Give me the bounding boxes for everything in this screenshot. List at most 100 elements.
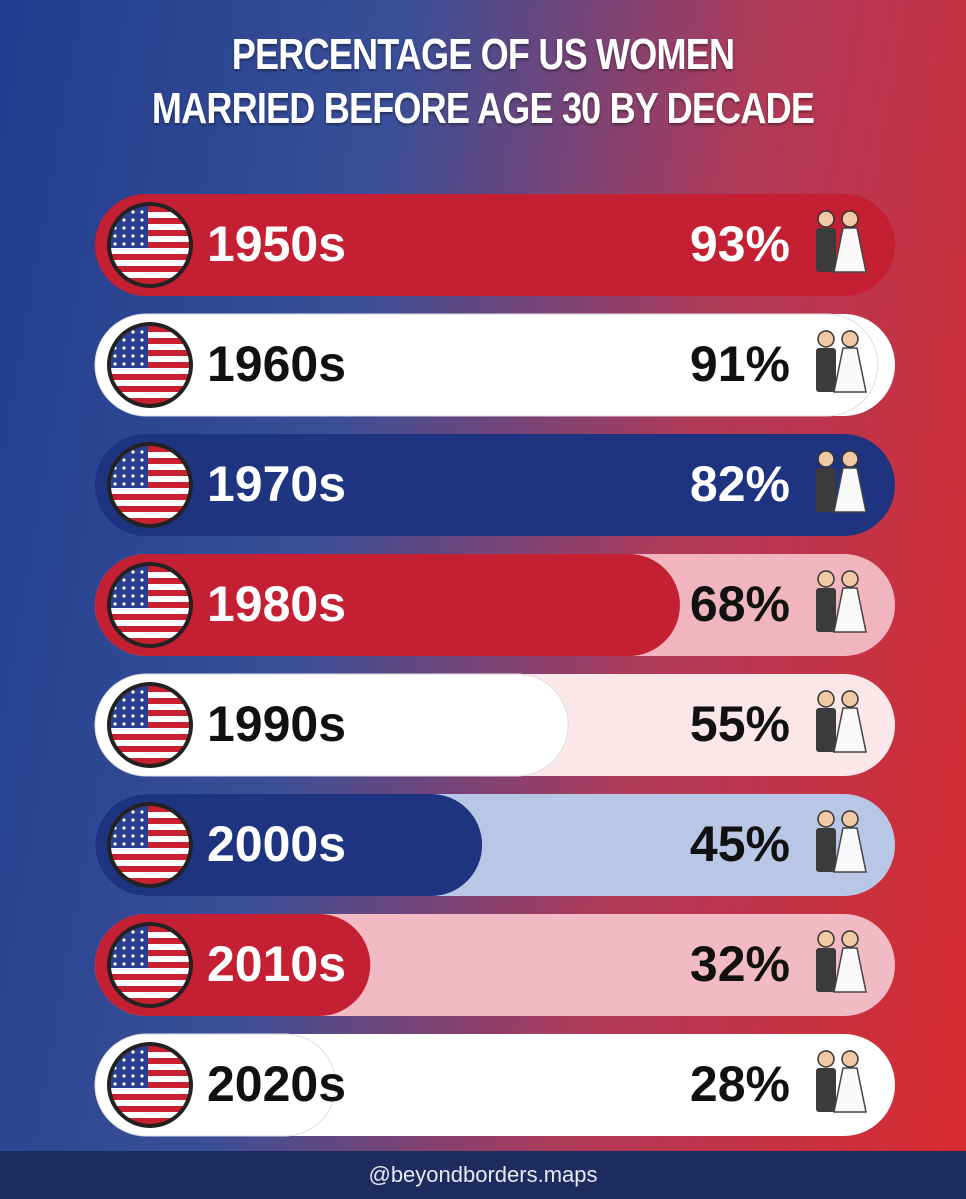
category-label: 2000s <box>207 816 346 872</box>
flag-star <box>140 450 144 454</box>
category-label: 2010s <box>207 936 346 992</box>
flag-star <box>140 594 144 598</box>
flag-star <box>140 842 144 846</box>
flag-star <box>131 586 135 590</box>
flag <box>111 1046 189 1124</box>
flag-stripe <box>111 338 189 344</box>
flag-star <box>140 458 144 462</box>
flag-star <box>131 722 135 726</box>
flag-star <box>122 706 126 710</box>
flag-stripe <box>111 1088 189 1094</box>
flag-stripe <box>111 476 189 482</box>
flag-star <box>140 602 144 606</box>
flag-stripe <box>111 704 189 710</box>
flag-star <box>131 234 135 238</box>
flag-star <box>140 946 144 950</box>
flag <box>111 326 189 404</box>
flag-star <box>122 842 126 846</box>
flag-stripe <box>111 206 189 212</box>
value-label: 68% <box>690 576 790 632</box>
flag-star <box>131 1050 135 1054</box>
flag-star <box>131 226 135 230</box>
flag-stripe <box>111 980 189 986</box>
flag-star <box>131 602 135 606</box>
category-label: 1960s <box>207 336 346 392</box>
flag-star <box>131 338 135 342</box>
flag-stripe <box>111 518 189 524</box>
flag-stripe <box>111 362 189 368</box>
flag-star <box>113 474 117 478</box>
groom-head <box>817 690 835 708</box>
flag-star <box>131 1074 135 1078</box>
bar <box>94 673 569 777</box>
title-line: MARRIED BEFORE AGE 30 BY DECADE <box>151 84 815 133</box>
value-label: 45% <box>690 816 790 872</box>
flag-star <box>140 474 144 478</box>
flag-stripe <box>111 752 189 758</box>
flag-star <box>131 242 135 246</box>
flag <box>111 206 189 284</box>
flag-stripe <box>111 950 189 956</box>
bar <box>95 794 483 896</box>
bride-dress <box>833 347 867 393</box>
title-line: PERCENTAGE OF US WOMEN <box>231 30 735 79</box>
bride-dress <box>833 707 867 753</box>
flag-stripe <box>111 242 189 248</box>
flag-stripe <box>111 728 189 734</box>
row: 1970s 82% <box>95 434 895 536</box>
flag-stripe <box>111 374 189 380</box>
flag-star <box>122 698 126 702</box>
groom-body <box>816 588 836 632</box>
flag-star <box>113 954 117 958</box>
flag-star <box>122 234 126 238</box>
flag-star <box>122 834 126 838</box>
bar <box>95 554 680 656</box>
flag-stripe <box>111 1070 189 1076</box>
flag-stripe <box>111 860 189 866</box>
flag-star <box>140 210 144 214</box>
flag-star <box>113 234 117 238</box>
flag-stripe <box>111 260 189 266</box>
value-label: 55% <box>690 696 790 752</box>
flag-star <box>140 1066 144 1070</box>
category-label: 1970s <box>207 456 346 512</box>
flag-star <box>131 458 135 462</box>
flag-star <box>113 594 117 598</box>
bride-head <box>841 570 859 588</box>
flag-star <box>140 826 144 830</box>
flag-stripe <box>111 716 189 722</box>
flag-stripe <box>111 1100 189 1106</box>
value-label: 28% <box>690 1056 790 1112</box>
groom-body <box>816 948 836 992</box>
flag-stripe <box>111 458 189 464</box>
flag-stripe <box>111 380 189 386</box>
flag-star <box>131 210 135 214</box>
flag-star <box>113 242 117 246</box>
flag-stripe <box>111 326 189 332</box>
flag-star <box>131 570 135 574</box>
flag-star <box>122 458 126 462</box>
chart-title: PERCENTAGE OF US WOMEN MARRIED BEFORE AG… <box>0 28 966 136</box>
flag-stripe <box>111 722 189 728</box>
flag-star <box>131 826 135 830</box>
flag-star <box>140 690 144 694</box>
flag-stripe <box>111 398 189 404</box>
flag-stripe <box>111 1058 189 1064</box>
flag-stripe <box>111 1064 189 1070</box>
flag-star <box>122 818 126 822</box>
flag-star <box>140 1058 144 1062</box>
flag-stripe <box>111 464 189 470</box>
flag-star <box>140 354 144 358</box>
flag-star <box>140 962 144 966</box>
flag-stripe <box>111 986 189 992</box>
groom-body <box>816 348 836 392</box>
flag-stripe <box>111 572 189 578</box>
flag-stripe <box>111 1094 189 1100</box>
flag-star <box>131 818 135 822</box>
groom-body <box>816 708 836 752</box>
flag-stripe <box>111 482 189 488</box>
flag-stripe <box>111 218 189 224</box>
flag-star <box>122 602 126 606</box>
flag-stripe <box>111 212 189 218</box>
row: 1980s 68% <box>95 554 895 656</box>
